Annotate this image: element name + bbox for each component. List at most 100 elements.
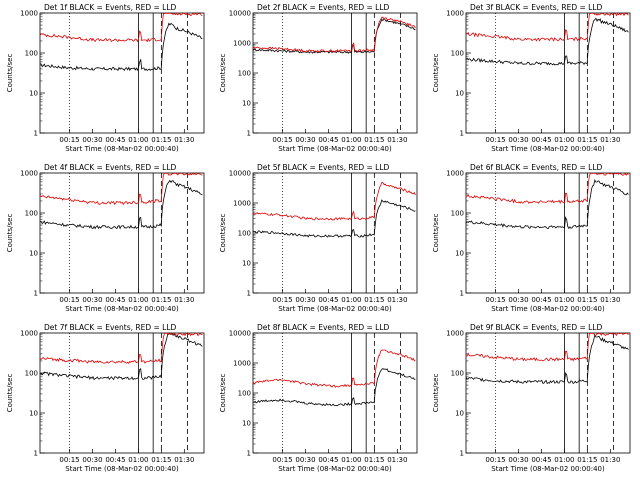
- x-tick-label: 00:15: [485, 136, 505, 144]
- y-tick-label: 1000: [233, 200, 251, 208]
- x-tick-label: 00:30: [82, 136, 102, 144]
- x-tick-label: 00:45: [105, 136, 125, 144]
- y-tick-label: 1000: [446, 10, 464, 18]
- x-tick-label: 00:15: [59, 456, 79, 464]
- y-tick-label: 10: [455, 90, 464, 98]
- x-tick-label: 01:15: [151, 136, 171, 144]
- chart-title: Det 1f BLACK = Events, RED = LLD: [44, 3, 177, 12]
- x-tick-label: 00:45: [105, 296, 125, 304]
- x-tick-label: 00:15: [272, 136, 292, 144]
- x-tick-label: 01:15: [577, 136, 597, 144]
- x-tick-label: 00:30: [508, 456, 528, 464]
- x-tick-label: 00:45: [531, 136, 551, 144]
- plot-frame: [252, 12, 418, 134]
- x-tick-label: 01:00: [341, 296, 361, 304]
- y-tick-label: 1: [460, 130, 464, 138]
- x-tick-label: 00:30: [295, 136, 315, 144]
- y-tick-label: 100: [238, 390, 251, 398]
- x-tick-label: 00:45: [105, 456, 125, 464]
- x-tick-label: 01:30: [387, 456, 407, 464]
- chart-panel: Det 7f BLACK = Events, RED = LLD 1 10 100 10…: [0, 320, 213, 480]
- x-tick-label: 01:30: [387, 136, 407, 144]
- series-events-line: [465, 178, 629, 230]
- series-lld-line: [252, 182, 416, 221]
- x-tick-label: 00:30: [295, 456, 315, 464]
- chart-panel: Det 4f BLACK = Events, RED = LLD 1 10 100 10…: [0, 160, 213, 320]
- series-events-line: [252, 18, 416, 54]
- y-tick-label: 100: [25, 50, 38, 58]
- x-tick-label: 00:15: [272, 456, 292, 464]
- x-tick-label: 01:30: [600, 456, 620, 464]
- x-axis-label: Start Time (08-Mar-02 00:00:40): [278, 465, 392, 473]
- chart-title: Det 8f BLACK = Events, RED = LLD: [257, 323, 390, 332]
- x-axis-label: Start Time (08-Mar-02 00:00:40): [491, 465, 605, 473]
- x-tick-label: 01:30: [600, 136, 620, 144]
- chart-title: Det 6f BLACK = Events, RED = LLD: [470, 163, 603, 172]
- y-tick-label: 1000: [233, 40, 251, 48]
- chart-panel: Det 9f BLACK = Events, RED = LLD 1 10 100 10…: [426, 320, 639, 480]
- y-tick-label: 1000: [446, 170, 464, 178]
- x-axis-label: Start Time (08-Mar-02 00:00:40): [65, 305, 179, 313]
- chart-title: Det 4f BLACK = Events, RED = LLD: [44, 163, 177, 172]
- y-tick-label: 100: [451, 50, 464, 58]
- series-lld-line: [252, 349, 416, 388]
- x-tick-label: 01:15: [364, 136, 384, 144]
- y-axis-label: Counts/sec: [219, 374, 227, 413]
- y-tick-label: 1: [460, 290, 464, 298]
- x-axis-label: Start Time (08-Mar-02 00:00:40): [65, 465, 179, 473]
- y-tick-label: 10: [455, 250, 464, 258]
- chart-svg: Det 6f BLACK = Events, RED = LLD 1 10 100 10…: [432, 163, 631, 313]
- y-tick-label: 10: [29, 410, 38, 418]
- series-lld-line: [465, 12, 629, 42]
- x-tick-label: 01:00: [128, 456, 148, 464]
- y-tick-label: 100: [238, 70, 251, 78]
- x-tick-label: 01:30: [600, 296, 620, 304]
- chart-panel: Det 6f BLACK = Events, RED = LLD 1 10 100 10…: [426, 160, 639, 320]
- plot-frame: [465, 172, 631, 294]
- x-tick-label: 01:15: [364, 456, 384, 464]
- x-tick-label: 00:45: [318, 296, 338, 304]
- chart-title: Det 3f BLACK = Events, RED = LLD: [470, 3, 603, 12]
- x-tick-label: 01:15: [364, 296, 384, 304]
- y-tick-label: 1: [460, 450, 464, 458]
- y-tick-label: 1000: [20, 170, 38, 178]
- plot-frame: [39, 12, 205, 134]
- x-tick-label: 01:15: [151, 456, 171, 464]
- y-tick-label: 1000: [446, 330, 464, 338]
- x-tick-label: 00:45: [531, 296, 551, 304]
- plot-frame: [39, 172, 205, 294]
- x-tick-label: 00:30: [82, 296, 102, 304]
- chart-svg: Det 7f BLACK = Events, RED = LLD 1 10 100 10…: [6, 323, 205, 473]
- chart-svg: Det 1f BLACK = Events, RED = LLD 1 10 100 10…: [6, 3, 205, 153]
- x-tick-label: 01:15: [577, 456, 597, 464]
- x-axis-label: Start Time (08-Mar-02 00:00:40): [491, 305, 605, 313]
- y-tick-label: 10: [242, 420, 251, 428]
- y-tick-label: 10000: [229, 10, 251, 18]
- y-axis-label: Counts/sec: [219, 214, 227, 253]
- chart-title: Det 7f BLACK = Events, RED = LLD: [44, 323, 177, 332]
- plot-frame: [39, 332, 205, 454]
- x-axis-label: Start Time (08-Mar-02 00:00:40): [491, 145, 605, 153]
- chart-svg: Det 9f BLACK = Events, RED = LLD 1 10 100 10…: [432, 323, 631, 473]
- x-tick-label: 01:15: [151, 296, 171, 304]
- chart-title: Det 9f BLACK = Events, RED = LLD: [470, 323, 603, 332]
- series-events-line: [252, 199, 416, 238]
- chart-title: Det 5f BLACK = Events, RED = LLD: [257, 163, 390, 172]
- x-tick-label: 01:30: [174, 456, 194, 464]
- y-tick-label: 10000: [229, 170, 251, 178]
- x-tick-label: 00:45: [531, 456, 551, 464]
- x-tick-label: 00:15: [59, 136, 79, 144]
- y-tick-label: 10: [29, 250, 38, 258]
- x-tick-label: 01:00: [341, 136, 361, 144]
- plot-frame: [252, 332, 418, 454]
- x-tick-label: 00:30: [508, 136, 528, 144]
- x-tick-label: 01:15: [577, 296, 597, 304]
- y-axis-label: Counts/sec: [432, 54, 440, 93]
- chart-svg: Det 5f BLACK = Events, RED = LLD 1 10 100 10…: [219, 163, 418, 313]
- y-axis-label: Counts/sec: [432, 374, 440, 413]
- x-tick-label: 00:15: [59, 296, 79, 304]
- y-tick-label: 1: [34, 130, 38, 138]
- x-tick-label: 00:45: [318, 456, 338, 464]
- y-axis-label: Counts/sec: [219, 54, 227, 93]
- y-tick-label: 100: [451, 370, 464, 378]
